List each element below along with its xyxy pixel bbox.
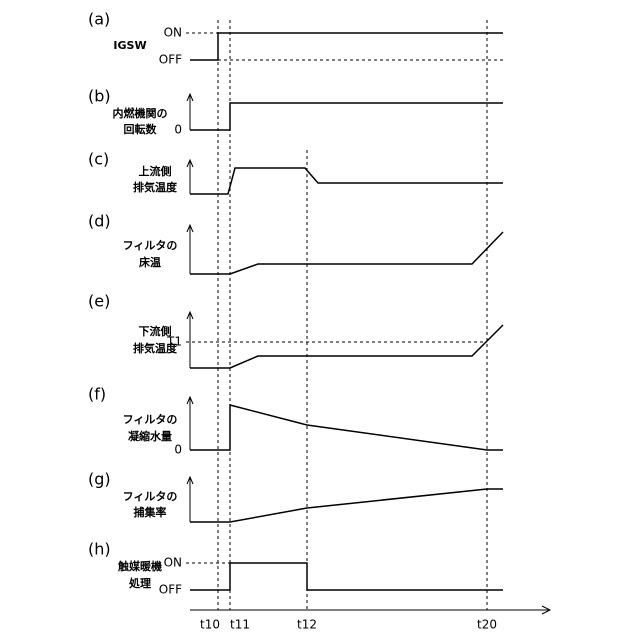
- signal: [190, 232, 503, 274]
- level-label: OFF: [159, 53, 182, 67]
- panel-label: 捕集率: [134, 505, 167, 519]
- panel-label: 回転数: [124, 122, 158, 136]
- level-label: T1: [166, 335, 182, 349]
- panel-id: (a): [88, 10, 110, 29]
- panel-label: IGSW: [113, 39, 146, 52]
- panel-id: (f): [88, 385, 106, 404]
- panel-label: 処理: [128, 576, 151, 590]
- level-label: 0: [174, 443, 182, 457]
- signal: [190, 325, 503, 368]
- panel-label: フィルタの: [123, 490, 178, 503]
- panel-id: (b): [88, 87, 111, 106]
- panel-label: 上流側: [139, 164, 172, 178]
- panel-id: (d): [88, 212, 111, 231]
- time-label: t11: [230, 618, 250, 632]
- panel-label: 内燃機関の: [113, 106, 168, 120]
- panel-id: (c): [88, 150, 109, 169]
- panel-label: 床温: [139, 255, 161, 269]
- panel-b: (b) 内燃機関の 回転数 0: [88, 87, 503, 137]
- panel-label: フィルタの: [123, 413, 178, 426]
- signal: [190, 33, 503, 60]
- time-label: t10: [200, 618, 220, 632]
- time-axis: t10 t11 t12 t20: [190, 606, 550, 632]
- level-label: ON: [164, 26, 182, 40]
- signal: [190, 405, 503, 450]
- panel-label: フィルタの: [123, 239, 178, 252]
- signal: [190, 489, 503, 522]
- level-label: ON: [164, 556, 182, 570]
- time-label: t12: [297, 618, 317, 632]
- time-label: t20: [477, 618, 497, 632]
- panel-a: (a) IGSW ON OFF: [88, 10, 503, 67]
- signal: [190, 103, 503, 130]
- timing-diagram: t10 t11 t12 t20 (a) IGSW ON OFF (b) 内燃機関…: [0, 0, 640, 640]
- panel-label: 凝縮水量: [128, 429, 172, 443]
- level-label: OFF: [159, 583, 182, 597]
- panel-id: (e): [88, 292, 110, 311]
- panel-label: 排気温度: [133, 180, 178, 194]
- panel-label: 触媒暖機: [117, 559, 162, 573]
- panel-id: (h): [88, 540, 111, 559]
- signal: [190, 168, 503, 194]
- panel-id: (g): [88, 470, 111, 489]
- level-label: 0: [174, 123, 182, 137]
- panel-d: (d) フィルタの 床温: [88, 212, 503, 275]
- time-guides: [218, 20, 487, 610]
- panel-h: (h) 触媒暖機 処理 ON OFF: [88, 540, 503, 597]
- panel-f: (f) フィルタの 凝縮水量 0: [88, 385, 503, 457]
- signal: [190, 563, 503, 590]
- panel-g: (g) フィルタの 捕集率: [88, 470, 503, 523]
- panel-e: (e) 下流側 排気温度 T1: [88, 292, 503, 369]
- panel-c: (c) 上流側 排気温度: [88, 150, 503, 195]
